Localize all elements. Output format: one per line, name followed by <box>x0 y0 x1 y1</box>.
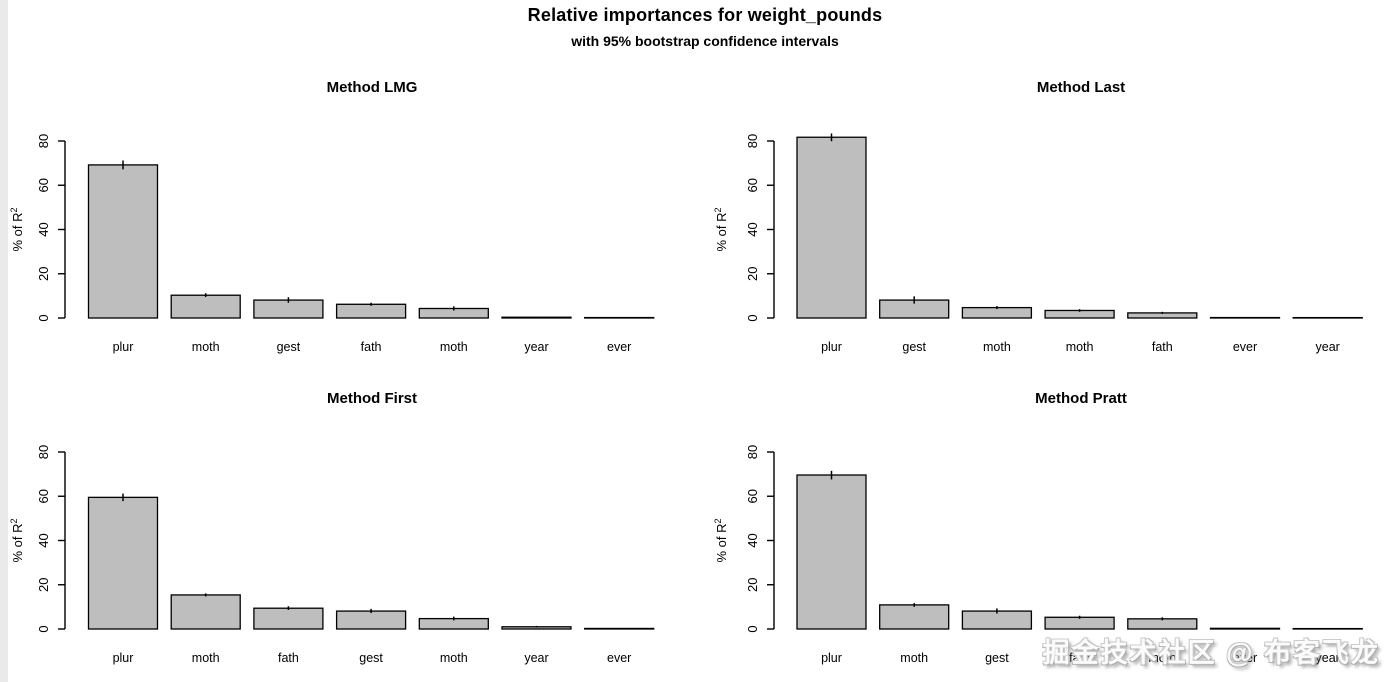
bar-moth <box>879 604 950 630</box>
x-tick-label-moth: moth <box>900 651 928 665</box>
bar-gest <box>961 610 1033 630</box>
y-tick-label: 0 <box>745 625 760 632</box>
x-tick-label-gest: gest <box>359 651 383 665</box>
y-tick-label: 80 <box>745 134 760 148</box>
y-tick-label: 80 <box>36 134 51 148</box>
bar-fath <box>253 607 324 630</box>
panel-title: Method Pratt <box>1035 390 1127 407</box>
x-tick-label-ever: ever <box>1233 340 1257 354</box>
x-tick-label-plur: plur <box>113 340 134 354</box>
y-tick-label: 20 <box>745 578 760 592</box>
panel-method-first: Method First 0 20 40 60 80 % of R2 plur moth fath… <box>9 390 655 665</box>
bar-plur <box>87 164 159 319</box>
x-tick-label-ever: ever <box>1233 651 1257 665</box>
y-tick-label: 0 <box>36 314 51 321</box>
y-axis-label: % of R2 <box>9 518 25 562</box>
x-tick-label-moth: moth <box>192 340 220 354</box>
x-tick-label-moth: moth <box>440 651 468 665</box>
panel-method-pratt: Method Pratt 0 20 40 60 80 % of R2 plur moth gest… <box>713 390 1363 665</box>
y-axis-label: % of R2 <box>713 207 729 251</box>
x-tick-label-ever: ever <box>607 651 631 665</box>
chart-title: Relative importances for weight_pounds <box>527 5 883 25</box>
x-tick-label-ever: ever <box>607 340 631 354</box>
x-tick-label-gest: gest <box>902 340 926 354</box>
y-tick-label: 40 <box>745 533 760 547</box>
y-tick-label: 60 <box>36 489 51 503</box>
bar-fath <box>335 303 407 319</box>
panel-title: Method LMG <box>327 79 418 96</box>
y-tick-label: 80 <box>36 445 51 459</box>
bar-gest <box>335 610 407 630</box>
panel-title: Method Last <box>1037 79 1125 96</box>
bar-moth <box>961 306 1033 319</box>
bar-fath <box>1044 616 1115 630</box>
y-tick-label: 40 <box>745 222 760 236</box>
x-tick-label-moth: moth <box>1066 340 1094 354</box>
title-block: Relative importances for weight_pounds w… <box>16 0 1394 49</box>
left-edge-strip <box>0 0 8 682</box>
bar-plur <box>796 136 867 319</box>
x-tick-label-fath: fath <box>1152 340 1173 354</box>
bar-plur <box>87 496 159 630</box>
y-tick-label: 40 <box>36 222 51 236</box>
panel-method-last: Method Last 0 20 40 60 80 % of R2 plur gest moth m… <box>713 79 1363 354</box>
bar-plur <box>796 474 867 630</box>
x-tick-label-year: year <box>524 340 548 354</box>
y-tick-label: 0 <box>745 314 760 321</box>
x-tick-label-moth: moth <box>983 340 1011 354</box>
panel-method-lmg: Method LMG 0 20 40 60 80 % of R2 plur moth gest fa… <box>9 79 655 354</box>
x-tick-label-fath: fath <box>278 651 299 665</box>
x-tick-label-fath: fath <box>361 340 382 354</box>
y-tick-label: 60 <box>36 178 51 192</box>
watermark: 掘金技术社区 @ 布客飞龙 <box>1042 638 1380 668</box>
x-tick-label-gest: gest <box>985 651 1009 665</box>
y-tick-label: 20 <box>36 267 51 281</box>
y-tick-label: 60 <box>745 178 760 192</box>
y-axis-label: % of R2 <box>713 518 729 562</box>
y-tick-label: 20 <box>745 267 760 281</box>
bar-moth <box>170 594 241 630</box>
chart-subtitle: with 95% bootstrap confidence intervals <box>571 33 839 49</box>
x-tick-label-year: year <box>1316 651 1340 665</box>
x-tick-label-fath: fath <box>1069 651 1090 665</box>
x-tick-label-plur: plur <box>821 340 842 354</box>
x-tick-label-moth: moth <box>1148 651 1176 665</box>
x-tick-label-year: year <box>1316 340 1340 354</box>
y-tick-label: 20 <box>36 578 51 592</box>
x-tick-label-moth: moth <box>192 651 220 665</box>
x-tick-label-moth: moth <box>440 340 468 354</box>
x-tick-label-year: year <box>524 651 548 665</box>
y-axis-label: % of R2 <box>9 207 25 251</box>
y-tick-label: 0 <box>36 625 51 632</box>
x-tick-label-plur: plur <box>821 651 842 665</box>
y-tick-label: 80 <box>745 445 760 459</box>
y-tick-label: 60 <box>745 489 760 503</box>
x-tick-label-plur: plur <box>113 651 134 665</box>
x-tick-label-gest: gest <box>277 340 301 354</box>
y-tick-label: 40 <box>36 533 51 547</box>
panel-title: Method First <box>327 390 417 407</box>
bar-gest <box>253 299 324 319</box>
bar-moth <box>170 294 241 319</box>
